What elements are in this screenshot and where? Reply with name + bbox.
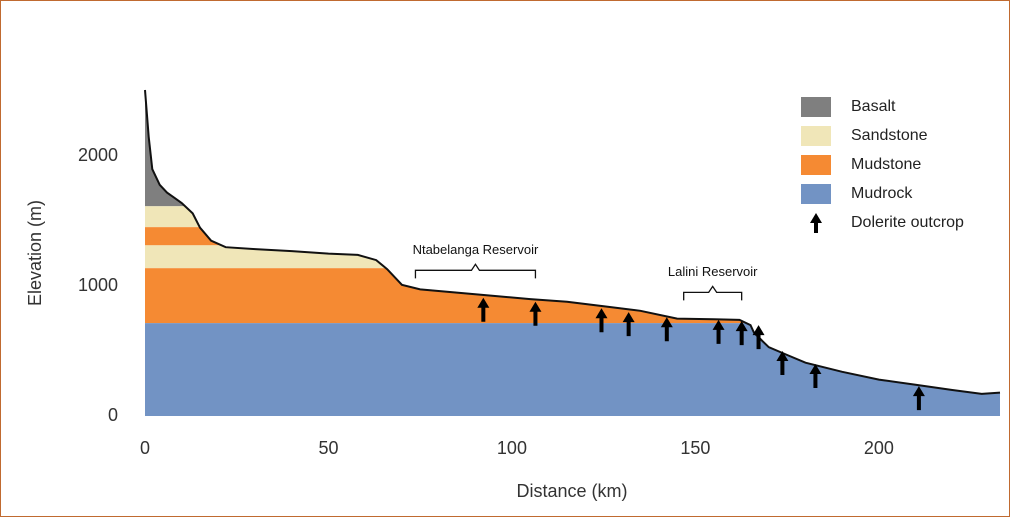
legend-swatch — [801, 126, 831, 146]
surface-line — [144, 89, 1001, 395]
dolerite-arrow — [735, 321, 748, 346]
legend-label: Dolerite outcrop — [851, 214, 964, 231]
dolerite-arrow — [912, 386, 925, 411]
reservoir-brace — [414, 263, 537, 279]
reservoir-label: Lalini Reservoir — [668, 264, 758, 279]
y-tick-label: 1000 — [78, 275, 118, 295]
dolerite-arrow — [776, 351, 789, 376]
y-tick-label: 2000 — [78, 145, 118, 165]
y-tick-label: 0 — [108, 405, 118, 425]
x-tick-label: 150 — [680, 438, 710, 458]
x-tick-label: 0 — [140, 438, 150, 458]
dolerite-arrow — [595, 308, 608, 333]
legend-swatch — [801, 184, 831, 204]
dolerite-arrow — [752, 325, 765, 350]
dolerite-arrow — [529, 301, 542, 326]
legend-label: Mudrock — [851, 185, 913, 202]
legend-label: Sandstone — [851, 127, 928, 144]
legend-label: Mudstone — [851, 156, 921, 173]
y-axis-title: Elevation (m) — [25, 200, 45, 306]
legend-swatch — [801, 155, 831, 175]
reservoir-label: Ntabelanga Reservoir — [413, 242, 539, 257]
legend-label: Basalt — [851, 98, 896, 115]
legend-arrow — [810, 213, 822, 233]
dolerite-arrow — [712, 319, 725, 344]
x-tick-label: 100 — [497, 438, 527, 458]
x-tick-label: 200 — [864, 438, 894, 458]
dolerite-arrow — [477, 297, 490, 322]
x-tick-label: 50 — [318, 438, 338, 458]
x-axis-title: Distance (km) — [516, 481, 627, 501]
dolerite-arrow — [660, 317, 673, 342]
reservoir-brace — [683, 285, 743, 301]
dolerite-arrow — [809, 364, 822, 389]
dolerite-arrow — [622, 312, 635, 337]
legend-swatch — [801, 97, 831, 117]
